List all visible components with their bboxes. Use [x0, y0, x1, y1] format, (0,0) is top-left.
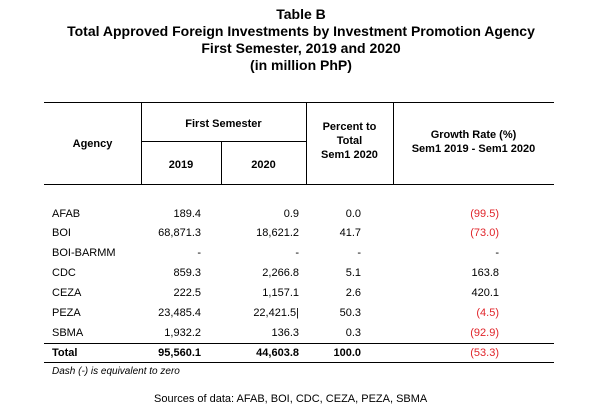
- total-top-rule: [44, 343, 554, 344]
- value-2020-cell: 18,621.2: [256, 227, 299, 239]
- value-2020-cell: 22,421.5|: [253, 307, 299, 319]
- table-period: First Semester, 2019 and 2020: [201, 40, 401, 56]
- percent-cell: -: [357, 247, 361, 259]
- percent-cell: 0.3: [345, 327, 361, 339]
- header-percent-line2: Total: [336, 135, 363, 147]
- col-divider-agency: [141, 102, 142, 184]
- header-2019: 2019: [168, 159, 194, 171]
- value-2019-cell: 189.4: [173, 208, 201, 220]
- total-label: Total: [52, 347, 78, 359]
- source-note: Sources of data: AFAB, BOI, CDC, CEZA, P…: [154, 393, 428, 405]
- agency-cell: BOI: [52, 227, 71, 239]
- agency-cell: PEZA: [52, 307, 81, 319]
- agency-cell: BOI-BARMM: [52, 247, 116, 259]
- header-percent-line1: Percent to: [322, 121, 377, 133]
- percent-cell: 41.7: [339, 227, 361, 239]
- agency-cell: CDC: [52, 267, 76, 279]
- table-unit: (in million PhP): [250, 57, 352, 73]
- header-growth: Growth Rate (%) Sem1 2019 - Sem1 2020: [393, 128, 554, 156]
- header-mid-rule: [141, 141, 306, 142]
- value-2020-cell: 1,157.1: [262, 287, 299, 299]
- value-2019-cell: 23,485.4: [158, 307, 201, 319]
- value-2019-cell: -: [197, 247, 201, 259]
- total-percent-cell: 100.0: [333, 347, 361, 359]
- growth-cell: 420.1: [471, 287, 499, 299]
- growth-cell: (4.5): [476, 307, 499, 319]
- bottom-rule: [44, 362, 554, 363]
- value-2020-cell: -: [295, 247, 299, 259]
- percent-cell: 2.6: [345, 287, 361, 299]
- agency-cell: AFAB: [52, 208, 81, 220]
- percent-cell: 5.1: [345, 267, 361, 279]
- value-2019-cell: 859.3: [173, 267, 201, 279]
- growth-cell: (99.5): [470, 208, 499, 220]
- value-2020-cell: 0.9: [283, 208, 299, 220]
- header-growth-line1: Growth Rate (%): [430, 129, 517, 141]
- header-bottom-rule: [44, 184, 554, 185]
- total-2019-cell: 95,560.1: [158, 347, 201, 359]
- col-divider-percent: [393, 102, 394, 184]
- header-growth-line2: Sem1 2019 - Sem1 2020: [411, 143, 536, 155]
- value-2020-cell: 136.3: [271, 327, 299, 339]
- value-2019-cell: 68,871.3: [158, 227, 201, 239]
- header-agency: Agency: [72, 138, 113, 150]
- top-rule: [44, 102, 554, 103]
- agency-cell: SBMA: [52, 327, 84, 339]
- percent-cell: 50.3: [339, 307, 361, 319]
- percent-cell: 0.0: [345, 208, 361, 220]
- table-title: Total Approved Foreign Investments by In…: [67, 23, 535, 39]
- value-2019-cell: 1,932.2: [164, 327, 201, 339]
- total-2020-cell: 44,603.8: [256, 347, 299, 359]
- total-growth-cell: (53.3): [470, 347, 499, 359]
- header-first-semester: First Semester: [185, 118, 262, 130]
- growth-cell: -: [495, 247, 499, 259]
- col-divider-years: [221, 141, 222, 184]
- header-2020: 2020: [251, 159, 276, 171]
- value-2019-cell: 222.5: [173, 287, 201, 299]
- header-percent: Percent to Total Sem1 2020: [306, 120, 393, 162]
- growth-cell: 163.8: [471, 267, 499, 279]
- value-2020-cell: 2,266.8: [262, 267, 299, 279]
- dash-note: Dash (-) is equivalent to zero: [52, 366, 180, 377]
- header-percent-line3: Sem1 2020: [321, 149, 378, 161]
- agency-cell: CEZA: [52, 287, 82, 299]
- col-divider-semester: [306, 102, 307, 184]
- growth-cell: (92.9): [470, 327, 499, 339]
- table-label: Table B: [276, 6, 326, 22]
- growth-cell: (73.0): [470, 227, 499, 239]
- table-title-block: Table B Total Approved Foreign Investmen…: [0, 6, 602, 74]
